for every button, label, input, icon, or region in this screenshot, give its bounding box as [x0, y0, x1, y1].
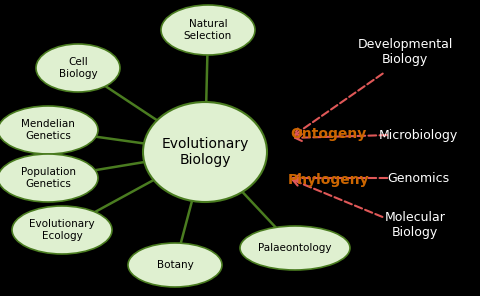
Text: Botany: Botany	[156, 260, 193, 270]
Text: Phylogeny: Phylogeny	[288, 173, 370, 187]
Text: Ontogeny: Ontogeny	[290, 127, 366, 141]
Ellipse shape	[161, 5, 255, 55]
Text: Genomics: Genomics	[387, 171, 449, 184]
Text: Evolutionary
Ecology: Evolutionary Ecology	[29, 219, 95, 241]
Ellipse shape	[240, 226, 350, 270]
Text: Population
Genetics: Population Genetics	[21, 167, 75, 189]
Text: Natural
Selection: Natural Selection	[184, 19, 232, 41]
Text: Cell
Biology: Cell Biology	[59, 57, 97, 79]
Ellipse shape	[36, 44, 120, 92]
Text: Molecular
Biology: Molecular Biology	[384, 211, 445, 239]
Ellipse shape	[12, 206, 112, 254]
Text: Palaeontology: Palaeontology	[258, 243, 332, 253]
Text: Mendelian
Genetics: Mendelian Genetics	[21, 119, 75, 141]
Text: Evolutionary
Biology: Evolutionary Biology	[161, 137, 249, 167]
Ellipse shape	[0, 106, 98, 154]
Ellipse shape	[128, 243, 222, 287]
Ellipse shape	[0, 154, 98, 202]
Text: Microbiology: Microbiology	[378, 128, 457, 141]
Text: Developmental
Biology: Developmental Biology	[357, 38, 453, 66]
Ellipse shape	[143, 102, 267, 202]
